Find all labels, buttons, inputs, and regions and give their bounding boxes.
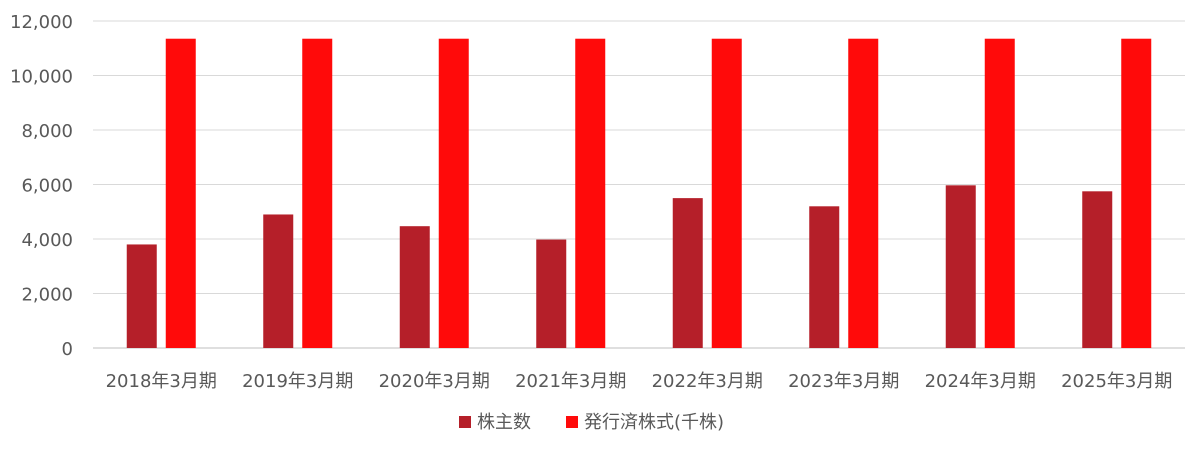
- bars: [126, 38, 1152, 349]
- x-axis-ticks: 2018年3月期 2019年3月期 2020年3月期 2021年3月期 2022年3月期…: [106, 371, 1173, 392]
- y-tick-label: 10,000: [10, 67, 73, 88]
- y-tick-label: 0: [62, 339, 73, 360]
- x-tick-label: 2023年3月期: [788, 371, 899, 392]
- bar-issued-shares-6: [984, 38, 1015, 349]
- bar-issued-shares-5: [848, 38, 879, 349]
- x-tick-label: 2024年3月期: [925, 371, 1036, 392]
- bar-shareholders-5: [809, 206, 840, 348]
- x-tick-label: 2020年3月期: [379, 371, 490, 392]
- bar-shareholders-3: [536, 239, 567, 348]
- y-tick-label: 12,000: [10, 12, 73, 33]
- x-tick-label: 2025年3月期: [1061, 371, 1172, 392]
- y-tick-label: 4,000: [21, 230, 73, 251]
- bar-shareholders-4: [672, 198, 703, 348]
- legend-swatch: [566, 416, 578, 428]
- bar-shareholders-6: [945, 185, 976, 348]
- bar-shareholders-2: [399, 226, 430, 348]
- bar-issued-shares-1: [302, 38, 333, 349]
- bar-shareholders-7: [1082, 191, 1113, 348]
- legend: 株主数 発行済株式(千株): [459, 412, 724, 433]
- legend-label: 発行済株式(千株): [584, 412, 724, 433]
- bar-issued-shares-0: [165, 38, 196, 349]
- y-axis-ticks: 0 2,000 4,000 6,000 8,000 10,000 12,000: [10, 12, 73, 360]
- x-tick-label: 2022年3月期: [652, 371, 763, 392]
- bar-issued-shares-3: [575, 38, 606, 349]
- bar-shareholders-0: [126, 244, 157, 348]
- bar-issued-shares-2: [438, 38, 469, 349]
- bar-issued-shares-7: [1121, 38, 1152, 349]
- legend-label: 株主数: [477, 412, 531, 433]
- bar-shareholders-1: [263, 214, 294, 348]
- x-tick-label: 2021年3月期: [515, 371, 626, 392]
- y-tick-label: 6,000: [21, 176, 73, 197]
- x-tick-label: 2018年3月期: [106, 371, 217, 392]
- x-tick-label: 2019年3月期: [242, 371, 353, 392]
- y-tick-label: 2,000: [21, 285, 73, 306]
- gridlines: [93, 20, 1185, 349]
- bar-issued-shares-4: [711, 38, 742, 349]
- y-tick-label: 8,000: [21, 121, 73, 142]
- legend-swatch: [459, 416, 471, 428]
